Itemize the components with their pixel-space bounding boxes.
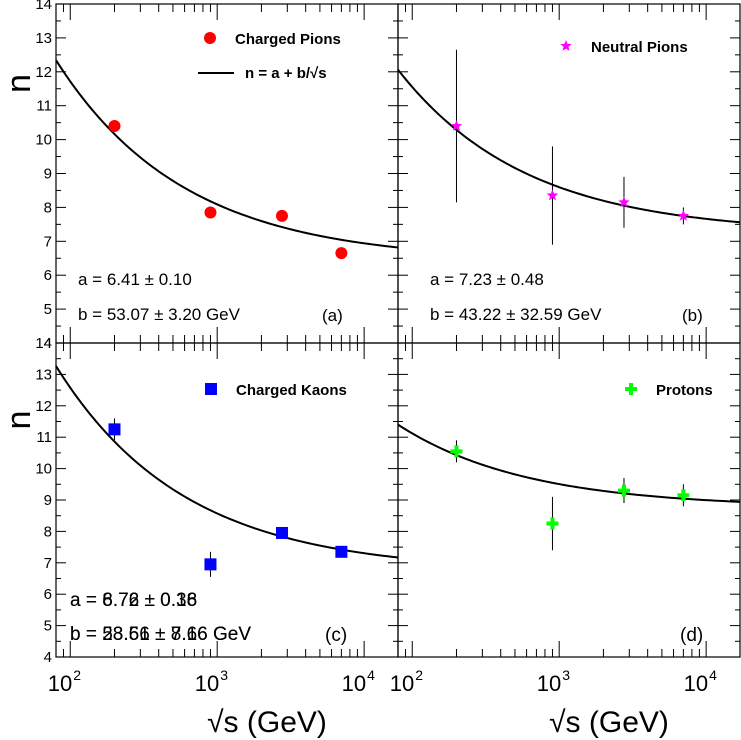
fit-param-a: a = 7.23 ± 0.48 bbox=[430, 270, 544, 289]
y-tick-label: 10 bbox=[35, 461, 52, 478]
data-point bbox=[275, 209, 288, 222]
legend-label: Protons bbox=[656, 382, 713, 399]
x-tick-label-base: 10 bbox=[684, 671, 708, 696]
legend-marker bbox=[205, 383, 217, 395]
legend-marker bbox=[560, 40, 572, 51]
panel-b: Neutral Pions a = 7.23 ± 0.48 b = 43.22 ± … bbox=[397, 3, 741, 344]
y-tick-label: 9 bbox=[44, 492, 52, 509]
fit-param-a: a = 6.41 ± 0.10 bbox=[78, 270, 192, 289]
y-tick-label: 5 bbox=[44, 618, 52, 635]
x-tick-label-exponent: 4 bbox=[709, 667, 717, 683]
x-tick-label-exponent: 3 bbox=[220, 667, 228, 683]
y-tick-label: 9 bbox=[44, 166, 52, 183]
x-tick-label-exponent: 4 bbox=[367, 667, 375, 683]
y-tick-label: 10 bbox=[35, 132, 52, 149]
fit-param-b: b = 43.22 ± 32.59 GeV bbox=[430, 305, 602, 324]
fit-param-a: a = 8.76 ± 0.36 bbox=[70, 590, 197, 611]
panel-label: (a) bbox=[322, 306, 343, 325]
y-tick-label: 6 bbox=[44, 586, 52, 603]
data-point bbox=[204, 206, 217, 219]
y-tick-label: 11 bbox=[36, 98, 52, 115]
data-point bbox=[335, 247, 348, 260]
x-axis-title: √s (GeV) bbox=[207, 706, 327, 739]
y-tick-label: 7 bbox=[44, 233, 52, 250]
legend-label: Neutral Pions bbox=[591, 39, 688, 56]
fit-curve bbox=[397, 69, 741, 224]
y-tick-label: 8 bbox=[44, 523, 52, 540]
fit-param-b: b = 58.56 ± 7.16 GeV bbox=[70, 624, 251, 645]
plot-frame bbox=[55, 3, 399, 344]
data-point bbox=[450, 445, 463, 458]
legend-label: Charged Pions bbox=[235, 31, 341, 48]
data-point bbox=[617, 484, 630, 497]
y-tick-label: 11 bbox=[36, 429, 52, 446]
y-tick-label: 6 bbox=[44, 267, 52, 284]
plot-frame bbox=[397, 3, 741, 344]
fit-param-a: a = 6.72 ± 0.18 bbox=[70, 590, 197, 611]
data-point bbox=[204, 558, 217, 571]
fit-param-b: b = 23.61 ± 8.66 GeV bbox=[70, 624, 251, 645]
legend-label: Charged Kaons bbox=[236, 382, 347, 399]
y-tick-label: 5 bbox=[44, 301, 52, 318]
y-tick-label: 4 bbox=[44, 335, 52, 352]
fit-curve bbox=[397, 423, 741, 503]
x-tick-label-base: 10 bbox=[195, 671, 219, 696]
y-tick-label: 4 bbox=[44, 649, 52, 666]
y-axis-title: n bbox=[0, 74, 38, 93]
data-point bbox=[108, 423, 121, 436]
panel-label: (d) bbox=[680, 625, 703, 646]
x-tick-label-base: 10 bbox=[48, 671, 72, 696]
legend-label: n = a + b/√s bbox=[245, 65, 327, 82]
y-tick-label: 14 bbox=[35, 335, 52, 352]
fit-param-b: b = 53.07 ± 3.20 GeV bbox=[78, 305, 241, 324]
data-point bbox=[546, 517, 559, 530]
y-tick-label: 7 bbox=[44, 555, 52, 572]
fit-curve bbox=[55, 59, 399, 249]
legend-marker bbox=[204, 32, 216, 44]
panel-label: (c) bbox=[325, 625, 347, 646]
x-tick-label-exponent: 2 bbox=[415, 667, 423, 683]
x-tick-label-base: 10 bbox=[537, 671, 561, 696]
panel-label: (b) bbox=[682, 306, 703, 325]
x-tick-label-base: 10 bbox=[390, 671, 414, 696]
x-axis-title: √s (GeV) bbox=[549, 706, 669, 739]
x-tick-label-exponent: 3 bbox=[562, 667, 570, 683]
y-tick-label: 12 bbox=[35, 398, 52, 415]
data-point bbox=[450, 120, 463, 131]
data-point bbox=[677, 489, 690, 502]
panel-a: 4 5 6 7 8 9 10 11 12 13 14 n Charged Pions n = a + b/… bbox=[0, 0, 399, 352]
data-point bbox=[677, 209, 690, 221]
y-tick-label: 13 bbox=[35, 30, 52, 47]
x-tick-label-base: 10 bbox=[342, 671, 366, 696]
y-tick-label: 12 bbox=[35, 64, 52, 81]
data-point bbox=[546, 189, 559, 201]
x-tick-label-exponent: 2 bbox=[73, 667, 81, 683]
legend-marker bbox=[625, 383, 637, 395]
y-tick-label: 14 bbox=[35, 0, 52, 13]
data-point bbox=[335, 545, 348, 558]
y-tick-label: 13 bbox=[35, 366, 52, 383]
data-point bbox=[108, 120, 121, 133]
data-point bbox=[618, 196, 630, 208]
y-tick-label: 8 bbox=[44, 199, 52, 216]
y-axis-title: n bbox=[0, 411, 38, 430]
data-point bbox=[275, 526, 288, 539]
